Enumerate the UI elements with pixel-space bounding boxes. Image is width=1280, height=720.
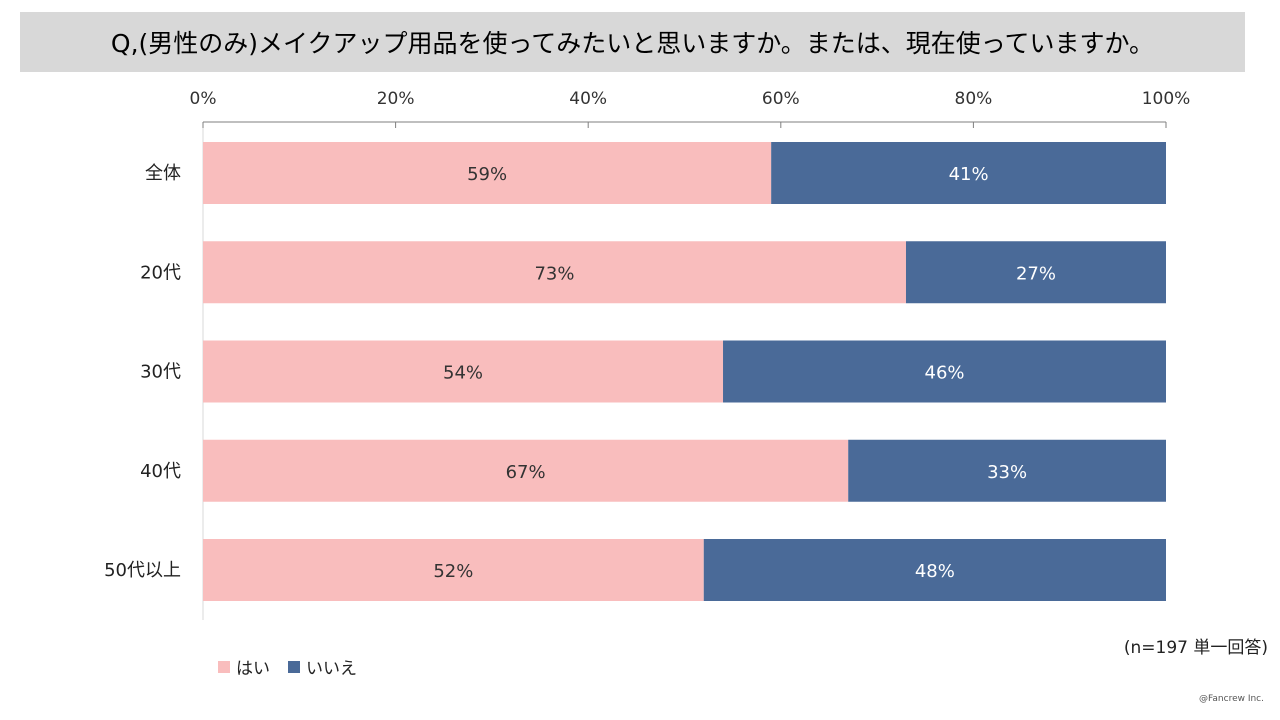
category-label: 全体 — [145, 163, 181, 184]
data-label-yes: 59% — [467, 164, 507, 185]
data-label-yes: 52% — [433, 561, 473, 582]
x-tick-label: 60% — [762, 89, 800, 109]
legend-swatch-no — [288, 660, 300, 673]
legend-swatch-yes — [218, 660, 230, 673]
bar-no — [771, 142, 1166, 204]
legend-label-yes: はい — [236, 659, 270, 679]
legend-label-no: いいえ — [306, 659, 357, 679]
bar-yes — [203, 439, 849, 502]
credit: @Fancrew Inc. — [1199, 694, 1264, 704]
legend: はい いいえ — [218, 654, 375, 679]
data-label-yes: 54% — [443, 363, 483, 384]
category-label: 50代以上 — [104, 560, 181, 581]
data-label-no: 27% — [1016, 263, 1056, 284]
x-tick-label: 40% — [569, 89, 607, 109]
data-label-no: 46% — [925, 363, 965, 384]
bar-yes — [203, 142, 772, 204]
bar-no — [848, 439, 1166, 502]
bar-no — [905, 241, 1166, 304]
bar-yes — [203, 241, 906, 304]
x-tick-label: 80% — [955, 89, 993, 109]
bar-yes — [203, 340, 724, 403]
x-tick-label: 0% — [190, 89, 217, 109]
category-label: 20代 — [140, 262, 181, 283]
bar-yes — [203, 539, 704, 601]
legend-item-yes: はい — [218, 654, 270, 679]
x-tick-label: 100% — [1142, 89, 1191, 109]
category-label: 30代 — [140, 362, 181, 383]
data-label-no: 48% — [915, 561, 955, 582]
data-label-no: 41% — [949, 164, 989, 185]
data-label-yes: 67% — [506, 462, 546, 483]
chart-title: Q,(男性のみ)メイクアップ用品を使ってみたいと思いますか。または、現在使ってい… — [110, 29, 1155, 58]
title-bar: Q,(男性のみ)メイクアップ用品を使ってみたいと思いますか。または、現在使ってい… — [20, 12, 1245, 72]
legend-item-no: いいえ — [288, 654, 357, 679]
data-label-no: 33% — [987, 462, 1027, 483]
data-label-yes: 73% — [534, 263, 574, 284]
bar-no — [723, 340, 1166, 403]
sample-note: (n=197 単一回答) — [1123, 638, 1268, 658]
x-tick-label: 20% — [377, 89, 415, 109]
bar-no — [703, 539, 1166, 601]
category-label: 40代 — [140, 461, 181, 482]
